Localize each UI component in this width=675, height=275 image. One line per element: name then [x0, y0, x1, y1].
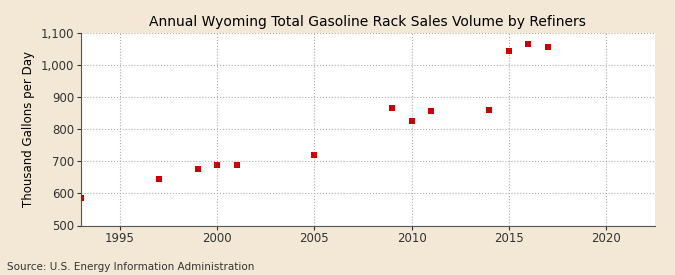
Point	[309, 153, 320, 157]
Point	[76, 196, 86, 200]
Point	[426, 108, 437, 113]
Point	[192, 167, 203, 172]
Point	[523, 42, 534, 46]
Y-axis label: Thousand Gallons per Day: Thousand Gallons per Day	[22, 51, 35, 207]
Point	[232, 162, 242, 167]
Text: Source: U.S. Energy Information Administration: Source: U.S. Energy Information Administ…	[7, 262, 254, 272]
Point	[153, 177, 164, 181]
Point	[406, 119, 417, 123]
Point	[387, 106, 398, 111]
Point	[504, 48, 514, 53]
Title: Annual Wyoming Total Gasoline Rack Sales Volume by Refiners: Annual Wyoming Total Gasoline Rack Sales…	[149, 15, 587, 29]
Point	[484, 108, 495, 112]
Point	[212, 162, 223, 167]
Point	[543, 45, 554, 50]
